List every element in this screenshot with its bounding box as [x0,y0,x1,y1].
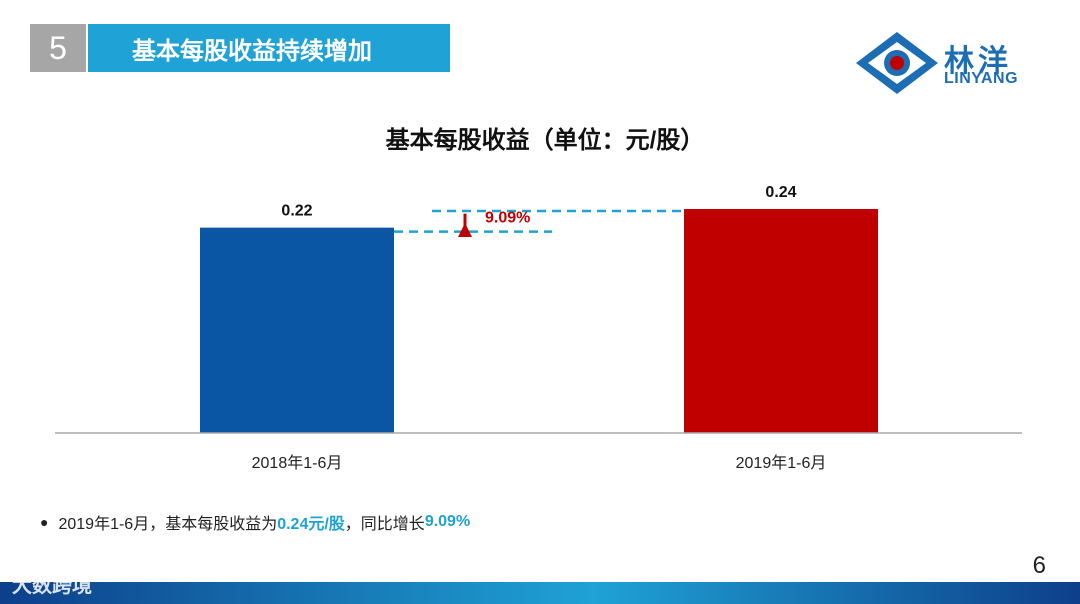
page-title: 基本每股收益持续增加 [88,24,450,72]
logo-name-cn: 林洋 [944,45,1012,78]
note-text-2: ，同比增长 [344,516,425,533]
summary-note: ● 2019年1-6月，基本每股收益为 0.24元/股 ，同比增长 9.09% [40,510,470,534]
company-logo: 林洋 LINYANG [854,30,1034,96]
bullet-icon: ● [40,514,49,530]
watermark: 大数跨境 [12,575,92,597]
bar-value-label-1: 0.24 [765,184,796,201]
category-label-0: 2018年1-6月 [252,454,343,472]
bottom-band [0,582,1080,604]
bar-0 [200,227,394,433]
note-eps-value: 0.24元/股 [277,516,345,533]
growth-label: 9.09% [485,209,530,226]
growth-arrow-icon [458,213,472,237]
category-label-1: 2019年1-6月 [736,454,827,472]
bar-value-label-0: 0.22 [281,203,312,220]
linyang-logo-icon [856,32,938,94]
section-number: 5 [30,24,86,72]
eps-bar-chart: 基本每股收益（单位：元/股） 0.22 2018年1-6月 0.24 2019年1-6… [55,126,1022,472]
note-growth-value: 9.09% [424,513,471,530]
note-text-1: 2019年1-6月，基本每股收益为 [58,516,278,533]
logo-name-en: LINYANG [944,70,1019,87]
page-number: 6 [1032,552,1046,579]
bar-1 [684,209,878,433]
chart-title: 基本每股收益（单位：元/股） [386,126,705,154]
